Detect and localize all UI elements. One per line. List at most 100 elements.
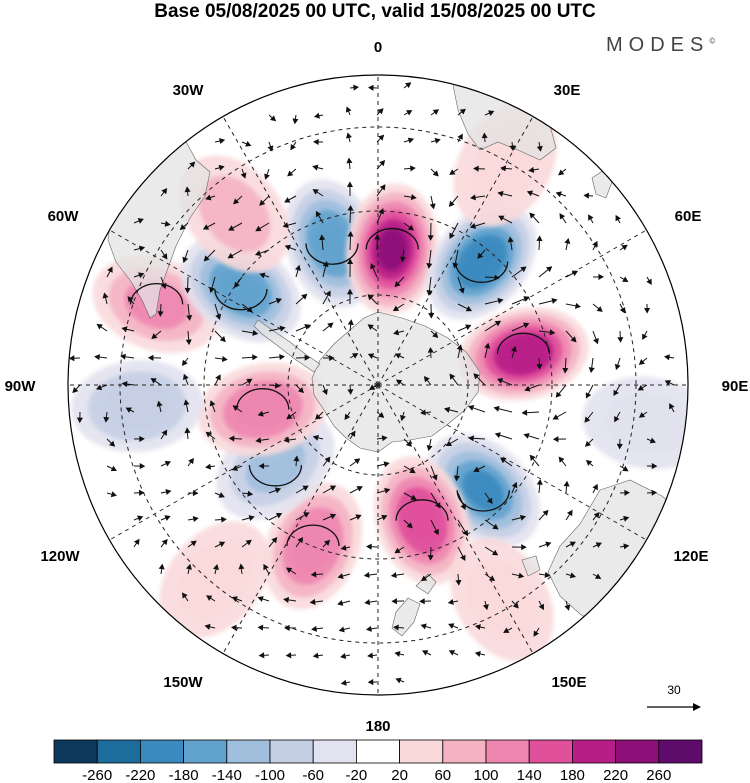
colorbar-swatch [399,739,444,764]
wind-vector [376,184,386,197]
wind-vector [565,302,581,309]
wind-vector [469,222,486,229]
wind-vector [258,462,270,470]
wind-vector [157,303,164,317]
wind-vector [203,249,216,262]
wind-vector [345,106,352,116]
colorbar-swatch [96,739,141,764]
anomaly-contour [104,382,170,430]
wind-vector [295,293,308,305]
wind-vector [322,539,331,548]
wind-vector [322,354,335,362]
wind-vector [268,325,286,332]
anomaly-contour [178,541,251,618]
wind-vector [391,598,405,605]
wind-vector [185,330,192,346]
wind-vector [420,623,432,630]
wind-vector [511,322,530,332]
wind-vector [312,164,324,171]
wind-vector [233,195,243,205]
colorbar-tick-label: -140 [212,767,242,783]
wind-vector [583,192,594,199]
anomaly-contour [292,519,334,573]
wind-vector [524,384,540,392]
wind-vector [427,347,434,359]
wind-vector [187,457,194,467]
anomaly-contour [235,389,290,430]
wind-vector [160,460,171,467]
wind-vector [559,213,567,224]
colorbar-swatch [312,739,357,764]
wind-vector [484,573,496,581]
meridian-lines [68,75,688,695]
circulation-arc [395,499,449,521]
wind-vector [642,330,648,340]
colorbar-swatch [53,739,98,764]
wind-vector [420,573,432,582]
wind-vector [263,563,270,575]
wind-vector [592,512,600,521]
wind-vector [403,194,417,201]
wind-vector [428,303,435,319]
wind-vector [493,405,513,413]
wind-vector [646,276,652,285]
wind-vector [484,110,495,116]
wind-vector [182,592,189,602]
wind-vector [347,319,354,332]
wind-vector [268,114,277,122]
wind-vector [536,479,543,494]
wind-vector [477,249,486,259]
tasmania-island [521,555,541,577]
wind-vector [310,571,324,578]
wind-vector [254,249,270,257]
wind-vector [282,222,297,229]
wind-vector [484,320,502,332]
wind-vector [292,114,299,125]
lon-label-30w: 30W [173,82,205,99]
wind-vector [258,652,270,659]
wind-vector [555,191,567,198]
wind-vector [619,244,628,251]
wind-vector [367,353,378,359]
wind-vector [399,411,406,422]
wind-vector [592,483,598,494]
meridian-60 [377,384,647,541]
wind-vector [663,354,675,361]
colorbar-swatch [226,739,271,764]
wind-vector [588,214,594,224]
wind-vector [96,323,108,332]
wind-vector [403,438,412,447]
reference-vector: 30 [647,683,701,711]
wind-vector [268,353,286,361]
anomaly-blob [458,307,589,402]
colorbar-swatch [615,739,660,764]
wind-vector [403,110,413,116]
wind-vector-field [68,82,675,686]
wind-vector [312,652,324,659]
wind-vector [613,384,621,397]
colorbar-swatch [139,739,184,764]
colorbar-swatch [572,739,617,764]
wind-vector [448,195,459,207]
wind-vector [376,514,388,521]
lon-label-180: 180 [365,718,390,735]
wind-vector [565,509,573,521]
wind-vector [160,515,171,521]
wind-vector [160,188,168,197]
wind-vector [457,108,466,116]
circulation-arc [236,388,290,410]
wind-vector [427,546,434,561]
wind-vector [500,165,513,172]
wind-vector [592,273,604,280]
wind-vector [182,373,189,386]
colorbar-tick-label: 220 [603,767,628,783]
wind-vector [309,598,324,605]
wind-vector [448,650,459,656]
wind-vector [267,141,274,152]
wind-vector [95,384,108,391]
wind-vector [457,324,472,332]
wind-vector [367,679,378,686]
brand-name: MODES [606,34,710,56]
wind-vector [230,624,243,631]
circulation-arcs [129,227,551,546]
